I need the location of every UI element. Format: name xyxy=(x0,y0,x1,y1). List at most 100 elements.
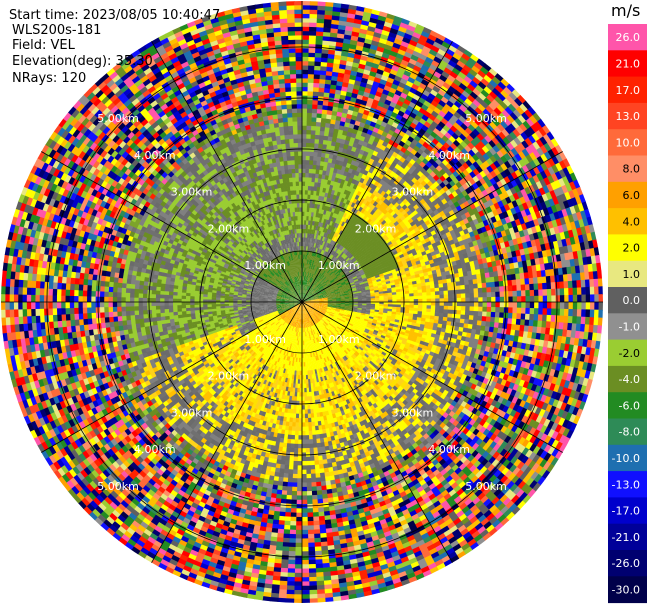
velocity-cell xyxy=(322,31,332,37)
velocity-cell xyxy=(313,155,318,161)
velocity-cell xyxy=(315,44,323,50)
velocity-cell xyxy=(508,307,513,314)
velocity-cell xyxy=(400,293,406,298)
velocity-cell xyxy=(481,282,487,289)
velocity-cell xyxy=(323,161,329,167)
velocity-cell xyxy=(321,191,326,197)
velocity-cell xyxy=(306,116,313,122)
velocity-cell xyxy=(306,220,309,225)
velocity-cell xyxy=(352,26,361,33)
velocity-cell xyxy=(473,306,479,312)
velocity-cell xyxy=(538,308,544,316)
velocity-cell xyxy=(477,283,483,289)
velocity-cell xyxy=(308,259,310,264)
velocity-cell xyxy=(304,271,306,277)
velocity-cell xyxy=(567,315,573,324)
velocity-cell xyxy=(302,30,310,36)
velocity-cell xyxy=(551,288,556,297)
velocity-cell xyxy=(324,157,330,163)
velocity-cell xyxy=(315,130,321,136)
velocity-cell xyxy=(533,308,539,316)
velocity-cell xyxy=(325,122,331,128)
velocity-cell xyxy=(354,14,364,21)
velocity-cell xyxy=(302,245,304,251)
velocity-cell xyxy=(581,294,587,303)
velocity-cell xyxy=(347,52,356,59)
velocity-cell xyxy=(581,287,587,296)
velocity-cell xyxy=(340,7,350,14)
velocity-cell xyxy=(307,263,310,269)
velocity-cell xyxy=(310,259,313,265)
velocity-cell xyxy=(435,305,440,310)
velocity-cell xyxy=(331,15,341,21)
velocity-cell xyxy=(302,288,304,294)
velocity-cell xyxy=(315,48,323,54)
velocity-cell xyxy=(337,72,345,79)
velocity-cell xyxy=(307,86,314,92)
velocity-cell xyxy=(323,135,329,141)
velocity-cell xyxy=(322,100,329,106)
velocity-cell xyxy=(589,302,595,311)
velocity-cell xyxy=(322,170,327,176)
velocity-cell xyxy=(302,22,311,27)
velocity-cell xyxy=(328,92,336,99)
velocity-cell xyxy=(321,113,328,119)
velocity-cell xyxy=(302,138,307,143)
velocity-cell xyxy=(309,22,318,28)
velocity-cell xyxy=(533,283,539,291)
velocity-cell xyxy=(308,172,313,178)
velocity-cell xyxy=(319,74,327,80)
velocity-cell xyxy=(534,295,539,303)
velocity-cell xyxy=(334,124,341,130)
velocity-cell xyxy=(443,305,449,311)
velocity-cell xyxy=(309,13,318,19)
velocity-cell xyxy=(326,166,332,172)
velocity-cell xyxy=(327,101,335,107)
velocity-cell xyxy=(316,18,326,24)
velocity-cell xyxy=(341,86,349,92)
velocity-cell xyxy=(302,284,304,290)
velocity-cell xyxy=(529,307,535,315)
velocity-cell xyxy=(330,119,337,125)
velocity-cell xyxy=(306,267,309,273)
velocity-cell xyxy=(486,292,492,298)
velocity-cell xyxy=(329,123,336,129)
velocity-cell xyxy=(313,190,317,196)
velocity-cell xyxy=(305,172,310,178)
velocity-cell xyxy=(482,287,487,294)
velocity-cell xyxy=(585,309,591,318)
velocity-cell xyxy=(469,288,475,294)
velocity-cell xyxy=(302,129,307,135)
velocity-cell xyxy=(305,232,308,238)
velocity-cell xyxy=(329,32,339,38)
velocity-cell xyxy=(308,263,311,269)
velocity-cell xyxy=(302,9,311,15)
velocity-cell xyxy=(307,91,314,96)
velocity-cell xyxy=(302,35,310,40)
velocity-cell xyxy=(310,129,316,135)
velocity-cell xyxy=(316,186,321,192)
velocity-cell xyxy=(312,104,319,110)
velocity-cell xyxy=(303,284,305,290)
velocity-cell xyxy=(327,136,334,142)
velocity-cell xyxy=(305,276,308,281)
velocity-cell xyxy=(538,302,544,309)
velocity-cell xyxy=(320,156,326,162)
velocity-cell xyxy=(304,241,307,247)
velocity-cell xyxy=(524,284,530,291)
velocity-cell xyxy=(455,285,461,291)
velocity-cell xyxy=(521,290,526,297)
velocity-cell xyxy=(494,312,500,319)
velocity-cell xyxy=(572,294,578,303)
velocity-cell xyxy=(554,315,560,323)
velocity-cell xyxy=(320,117,327,124)
velocity-cell xyxy=(339,63,347,70)
velocity-cell xyxy=(400,296,406,300)
velocity-cell xyxy=(355,9,365,17)
velocity-cell xyxy=(435,302,440,306)
velocity-cell xyxy=(426,295,432,300)
velocity-cell xyxy=(596,325,603,335)
velocity-cell xyxy=(512,290,518,298)
velocity-cell xyxy=(508,290,513,298)
velocity-cell xyxy=(318,169,324,175)
